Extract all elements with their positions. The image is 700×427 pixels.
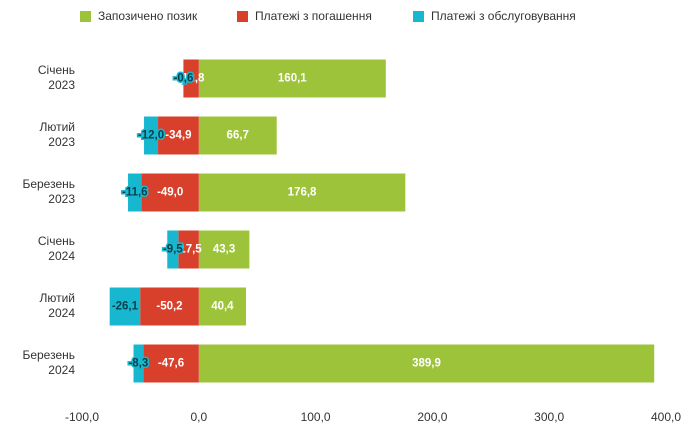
legend-swatch xyxy=(413,11,424,22)
y-tick-label: Січень 2023 xyxy=(38,63,75,92)
value-label: -12,0 xyxy=(138,130,164,142)
bar xyxy=(133,344,144,383)
bar xyxy=(143,344,199,383)
value-label: -50,2 xyxy=(156,301,182,313)
bar xyxy=(198,230,250,269)
bar xyxy=(198,116,277,155)
legend-swatch xyxy=(80,11,91,22)
bar xyxy=(141,173,199,212)
bar xyxy=(140,287,199,326)
legend-label: Платежі з обслуговування xyxy=(431,9,576,23)
value-label: -9,5 xyxy=(163,244,183,256)
x-tick-label: 0,0 xyxy=(190,410,207,424)
value-label: 389,9 xyxy=(412,358,441,370)
y-tick-label: Березень 2023 xyxy=(22,177,75,206)
y-tick-label: Лютий 2023 xyxy=(39,120,75,149)
bar xyxy=(198,173,406,212)
value-label: 160,1 xyxy=(278,73,307,85)
value-label: 176,8 xyxy=(288,187,317,199)
bar xyxy=(128,173,142,212)
y-tick-label: Лютий 2024 xyxy=(39,291,75,320)
bar xyxy=(183,59,199,98)
legend-swatch xyxy=(237,11,248,22)
y-tick-label: Січень 2024 xyxy=(38,234,75,263)
bar xyxy=(178,230,199,269)
value-label: -47,6 xyxy=(158,358,184,370)
value-label: -17,5 xyxy=(175,244,202,256)
x-tick-label: 400,0 xyxy=(651,410,681,424)
legend-label: Платежі з погашення xyxy=(255,9,372,23)
bar xyxy=(158,116,199,155)
x-tick-label: 100,0 xyxy=(301,410,331,424)
value-label: 66,7 xyxy=(227,130,249,142)
value-label: -34,9 xyxy=(165,130,191,142)
value-label: -0,6 xyxy=(174,73,194,85)
bar xyxy=(198,344,655,383)
value-label: 40,4 xyxy=(211,301,234,313)
legend-label: Запозичено позик xyxy=(98,9,198,23)
value-label: -11,6 xyxy=(122,187,148,199)
x-tick-label: 200,0 xyxy=(417,410,447,424)
x-tick-label: -100,0 xyxy=(65,410,99,424)
value-label: -8,3 xyxy=(128,358,148,370)
y-tick-label: Березень 2024 xyxy=(22,348,75,377)
bar xyxy=(109,287,141,326)
x-tick-label: 300,0 xyxy=(534,410,564,424)
value-label: -26,1 xyxy=(112,301,139,313)
bar xyxy=(183,59,184,98)
bar xyxy=(167,230,179,269)
value-label: 43,3 xyxy=(213,244,235,256)
bar xyxy=(198,287,246,326)
value-label: -12,8 xyxy=(178,73,205,85)
bar xyxy=(198,59,386,98)
bar xyxy=(144,116,159,155)
value-label: -49,0 xyxy=(157,187,183,199)
